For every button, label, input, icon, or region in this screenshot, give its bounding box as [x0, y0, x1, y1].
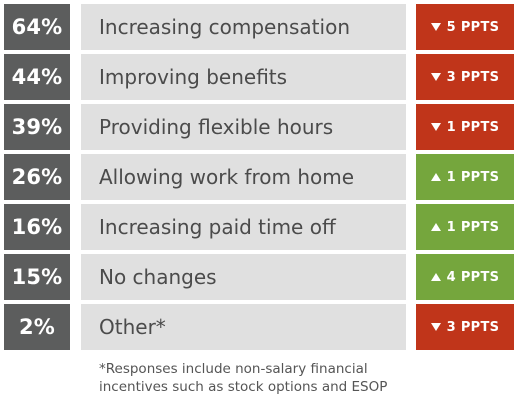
response-label: Increasing compensation: [81, 4, 406, 50]
change-badge: 5 PPTS: [416, 4, 514, 50]
change-value: 1 PPTS: [446, 169, 500, 185]
percent-value: 26%: [4, 154, 70, 200]
table-row: 39% Providing flexible hours 1 PPTS: [0, 104, 516, 150]
change-value: 1 PPTS: [446, 119, 500, 135]
triangle-down-icon: [430, 73, 441, 81]
table-row: 44% Improving benefits 3 PPTS: [0, 54, 516, 100]
table-row: 64% Increasing compensation 5 PPTS: [0, 4, 516, 50]
change-value: 3 PPTS: [446, 319, 500, 335]
change-badge: 4 PPTS: [416, 254, 514, 300]
percent-value: 15%: [4, 254, 70, 300]
table-row: 16% Increasing paid time off 1 PPTS: [0, 204, 516, 250]
response-label: Other*: [81, 304, 406, 350]
change-badge: 1 PPTS: [416, 104, 514, 150]
percent-value: 39%: [4, 104, 70, 150]
change-value: 3 PPTS: [446, 69, 500, 85]
percent-value: 16%: [4, 204, 70, 250]
response-label: Increasing paid time off: [81, 204, 406, 250]
change-badge: 3 PPTS: [416, 54, 514, 100]
response-label: Providing flexible hours: [81, 104, 406, 150]
footnote-line-2: incentives such as stock options and ESO…: [99, 379, 388, 395]
survey-results-table: 64% Increasing compensation 5 PPTS 44% Impro…: [0, 4, 516, 350]
change-value: 5 PPTS: [446, 19, 500, 35]
triangle-down-icon: [430, 323, 441, 331]
triangle-down-icon: [430, 123, 441, 131]
triangle-up-icon: [430, 273, 441, 281]
percent-value: 44%: [4, 54, 70, 100]
change-badge: 3 PPTS: [416, 304, 514, 350]
change-value: 1 PPTS: [446, 219, 500, 235]
triangle-up-icon: [430, 223, 441, 231]
table-row: 26% Allowing work from home 1 PPTS: [0, 154, 516, 200]
footnote: *Responses include non-salary financial …: [99, 360, 499, 396]
percent-value: 2%: [4, 304, 70, 350]
triangle-up-icon: [430, 173, 441, 181]
change-badge: 1 PPTS: [416, 154, 514, 200]
response-label: Allowing work from home: [81, 154, 406, 200]
change-value: 4 PPTS: [446, 269, 500, 285]
response-label: Improving benefits: [81, 54, 406, 100]
change-badge: 1 PPTS: [416, 204, 514, 250]
table-row: 2% Other* 3 PPTS: [0, 304, 516, 350]
triangle-down-icon: [430, 23, 441, 31]
table-row: 15% No changes 4 PPTS: [0, 254, 516, 300]
percent-value: 64%: [4, 4, 70, 50]
footnote-line-1: *Responses include non-salary financial: [99, 361, 368, 377]
response-label: No changes: [81, 254, 406, 300]
